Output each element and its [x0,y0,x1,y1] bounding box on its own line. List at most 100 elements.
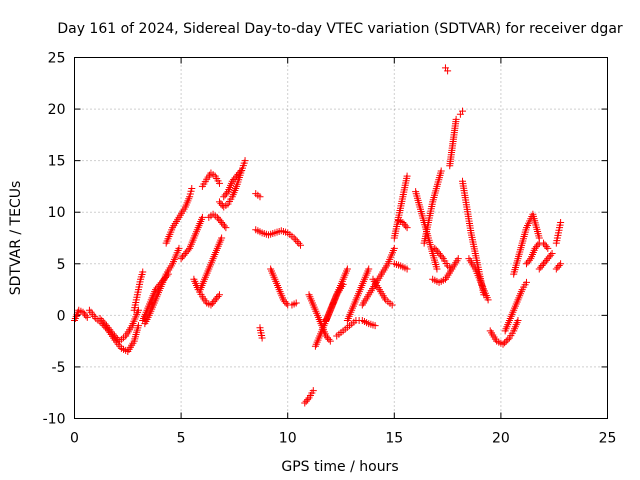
series-arc-38 [465,255,492,304]
data-point-marker [452,115,460,123]
data-point-marker [213,213,221,221]
data-point-marker [210,298,218,306]
y-tick-label: 15 [48,154,66,170]
data-point-marker [82,312,90,320]
data-point-marker [110,332,118,340]
grid-lines [74,57,608,419]
x-tick-label: 0 [70,431,79,447]
axis-ticks: 0 5 10 15 20 25 -10 -5 0 5 10 15 20 25 [43,51,617,447]
data-point-marker [290,234,298,242]
data-point-marker [188,184,196,192]
data-point-marker [282,299,290,307]
data-point-marker [557,219,565,227]
data-point-marker [180,251,188,259]
series-arc-41 [510,210,543,278]
y-tick-label: 0 [57,308,66,324]
data-point-marker [432,246,440,254]
data-point-marker [371,322,379,330]
series-arc-43 [535,249,556,273]
series-arc-37 [459,177,488,299]
data-point-marker [544,244,552,252]
data-point-marker [198,213,206,221]
data-point-marker [433,265,441,273]
series-arc-22 [322,265,351,325]
data-point-marker [390,244,398,252]
data-point-marker [217,200,225,208]
data-points [71,64,565,407]
series-arc-10 [196,234,226,294]
data-point-marker [211,296,219,304]
data-point-marker [525,256,533,264]
data-point-marker [139,268,147,276]
data-point-marker [295,239,303,247]
data-point-marker [134,322,142,330]
data-point-marker [183,248,191,256]
data-point-marker [552,265,560,273]
data-point-marker [309,387,317,395]
series-arc-25 [358,244,398,309]
series-arc-40 [501,278,530,335]
data-point-marker [79,308,87,316]
data-point-marker [547,251,555,259]
data-point-marker [544,255,552,263]
data-point-marker [325,335,333,343]
data-point-marker [152,286,160,294]
data-point-marker [219,220,227,228]
series-arc-19 [301,387,317,407]
data-point-marker [540,239,548,247]
data-point-marker [279,296,287,304]
chart-title: Day 161 of 2024, Sidereal Day-to-day VTE… [57,21,623,37]
data-point-marker [438,253,446,261]
data-point-marker [502,337,510,345]
data-point-marker [207,301,215,309]
x-tick-label: 15 [385,431,403,447]
data-point-marker [281,298,289,306]
data-point-marker [214,292,222,300]
data-point-marker [548,249,556,257]
data-point-marker [454,255,462,263]
series-arc-17 [256,324,266,342]
data-point-marker [216,217,224,225]
data-point-marker [215,198,223,206]
data-point-marker [435,249,443,257]
y-tick-label: 20 [48,102,66,118]
data-point-marker [228,177,236,185]
data-point-marker [504,336,512,344]
data-point-marker [296,241,304,249]
data-point-marker [179,253,187,261]
series-arc-32 [429,255,462,286]
series-arc-14 [220,167,245,201]
y-tick-label: 25 [48,51,66,67]
data-point-marker [221,191,229,199]
data-point-marker [499,340,507,348]
data-point-marker [437,167,445,175]
data-point-marker [540,260,548,268]
data-point-marker [537,263,545,271]
series-arc-44 [552,219,565,247]
series-arc-34 [441,64,452,75]
series-arc-45 [552,260,565,273]
data-point-marker [434,248,442,256]
x-tick-label: 20 [492,431,510,447]
series-arc-03 [96,306,142,345]
data-point-marker [231,174,239,182]
series-arc-31 [420,167,445,247]
data-point-marker [101,320,109,328]
data-point-marker [256,193,264,201]
data-point-marker [215,291,223,299]
data-point-marker [557,260,565,268]
data-point-marker [292,299,300,307]
data-point-marker [80,310,88,318]
data-point-marker [555,262,563,270]
series-arc-12 [205,210,230,232]
series-arc-04 [130,268,147,314]
data-point-marker [222,224,230,232]
data-point-marker [99,318,107,326]
data-point-marker [233,172,241,180]
data-point-marker [541,258,549,266]
data-point-marker [534,241,542,249]
data-point-marker [399,219,407,227]
series-arc-02 [85,306,142,355]
data-point-marker [448,265,456,273]
